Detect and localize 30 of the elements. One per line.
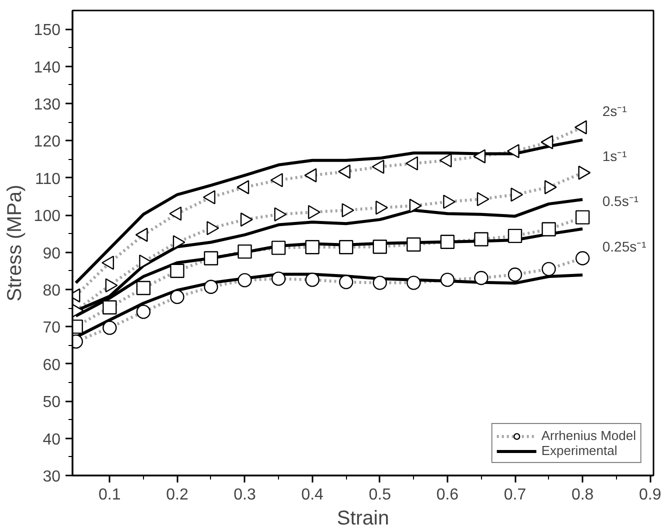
x-tick-label: 0.3 — [234, 486, 256, 504]
y-tick-label: 150 — [34, 22, 61, 40]
x-tick-label: 0.6 — [436, 486, 459, 504]
y-tick-label: 50 — [42, 394, 61, 412]
x-tick-label: 0.7 — [504, 486, 526, 504]
y-tick-label: 70 — [42, 320, 61, 337]
y-axis-title: Stress (MPa) — [4, 184, 26, 302]
y-tick-label: 140 — [34, 59, 61, 76]
y-tick-label: 90 — [42, 245, 61, 262]
y-tick-label: 120 — [34, 134, 61, 151]
x-axis-title: Strain — [336, 508, 390, 530]
annotation: 0.5s⁻¹ — [602, 193, 639, 210]
legend-label: Experimental — [541, 443, 618, 458]
legend-label: Arrhenius Model — [541, 428, 636, 443]
y-tick-label: 30 — [42, 468, 61, 486]
annotation: 2s⁻¹ — [602, 102, 628, 119]
x-tick-label: 0.2 — [166, 486, 188, 504]
x-tick-label: 0.9 — [639, 486, 662, 504]
y-tick-label: 60 — [42, 356, 61, 374]
x-tick-label: 0.5 — [368, 486, 392, 504]
annotation: 0.25s⁻¹ — [602, 238, 647, 254]
y-tick-label: 130 — [34, 96, 61, 114]
y-tick-label: 100 — [34, 208, 61, 226]
y-tick-label: 110 — [34, 170, 61, 188]
x-tick-label: 0.1 — [98, 486, 121, 504]
y-tick-label: 40 — [42, 431, 61, 448]
x-tick-label: 0.4 — [301, 486, 324, 504]
y-tick-label: 80 — [42, 282, 61, 300]
annotation: 1s⁻¹ — [602, 148, 628, 164]
x-tick-label: 0.8 — [571, 486, 594, 504]
